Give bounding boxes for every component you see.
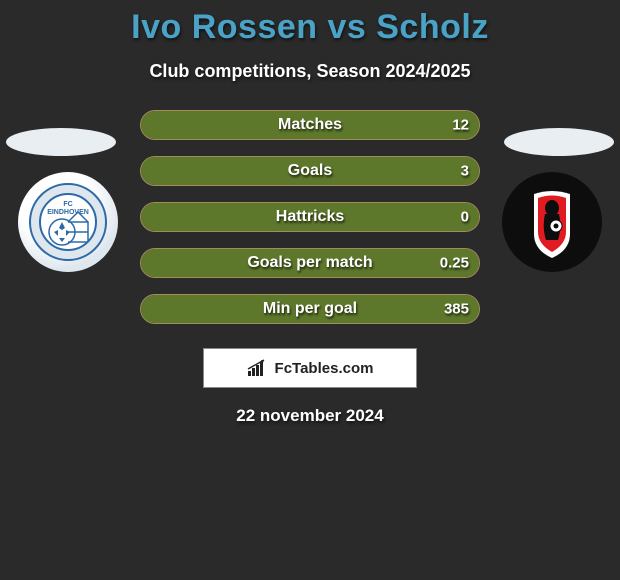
- stat-label: Min per goal: [263, 300, 357, 318]
- stat-row-matches: Matches 12: [140, 110, 480, 140]
- right-team-logo: [502, 172, 602, 272]
- stat-label: Goals: [288, 162, 332, 180]
- stat-label: Hattricks: [276, 208, 344, 226]
- team-badge-right: [508, 178, 596, 266]
- left-team-logo: FC EINDHOVEN: [18, 172, 118, 272]
- brand-attribution[interactable]: FcTables.com: [203, 348, 417, 388]
- stat-label: Goals per match: [247, 254, 372, 272]
- stat-right-value: 3: [461, 163, 469, 180]
- left-player-marker: [6, 128, 116, 156]
- right-player-marker: [504, 128, 614, 156]
- stat-right-value: 385: [444, 301, 469, 318]
- stat-row-hattricks: Hattricks 0: [140, 202, 480, 232]
- team-badge-left: FC EINDHOVEN: [24, 178, 112, 266]
- svg-text:EINDHOVEN: EINDHOVEN: [47, 209, 89, 216]
- date-line: 22 november 2024: [0, 406, 620, 426]
- stat-row-min-per-goal: Min per goal 385: [140, 294, 480, 324]
- brand-text: FcTables.com: [275, 360, 374, 377]
- stat-right-value: 0.25: [440, 255, 469, 272]
- subtitle: Club competitions, Season 2024/2025: [0, 61, 620, 82]
- stat-row-goals-per-match: Goals per match 0.25: [140, 248, 480, 278]
- page-title: Ivo Rossen vs Scholz: [0, 0, 620, 47]
- svg-text:FC: FC: [63, 201, 72, 208]
- stat-right-value: 12: [452, 117, 469, 134]
- stat-row-goals: Goals 3: [140, 156, 480, 186]
- stat-label: Matches: [278, 116, 342, 134]
- stat-right-value: 0: [461, 209, 469, 226]
- bar-chart-icon: [247, 359, 269, 377]
